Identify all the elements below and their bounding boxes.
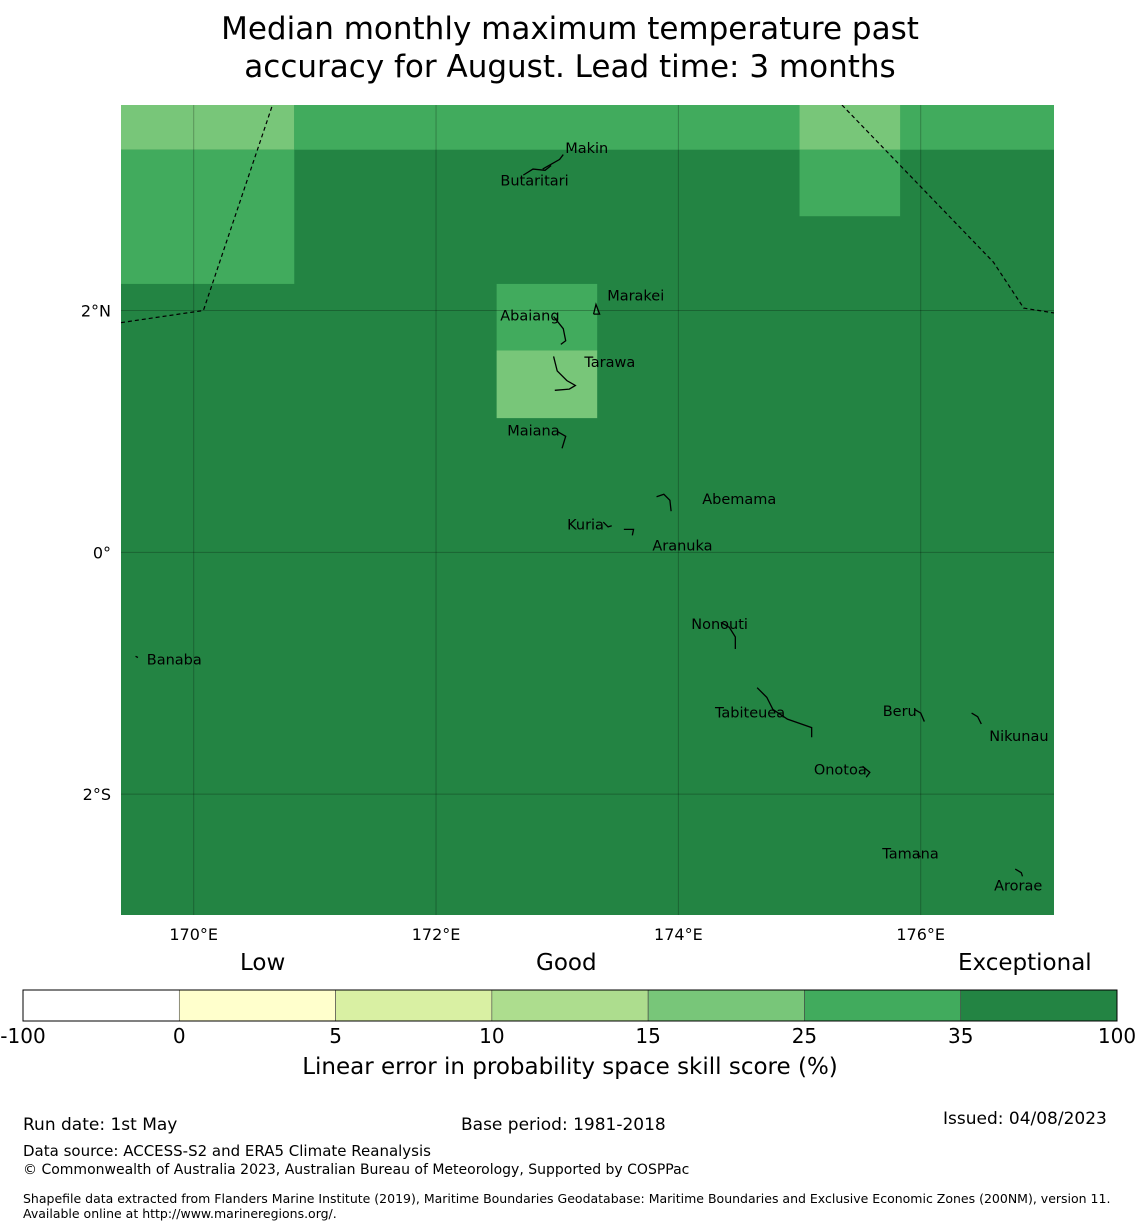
shapefile-credit: Shapefile data extracted from Flanders M… <box>23 1191 1111 1221</box>
island-label-makin: Makin <box>565 141 608 157</box>
run-date: Run date: 1st May <box>23 1115 178 1135</box>
island-label-tabiteuea: Tabiteuea <box>714 706 785 722</box>
colorbar-word-good: Good <box>536 950 597 976</box>
island-label-abemama: Abemama <box>702 492 776 508</box>
lon-tick-label: 172°E <box>412 925 461 944</box>
lon-tick-label: 170°E <box>169 925 218 944</box>
colorbar-tick-label: -100 <box>0 1024 46 1048</box>
island-kuria-outline <box>602 521 612 528</box>
colorbar-swatch <box>491 989 649 1022</box>
colorbar-frame <box>22 989 1118 1022</box>
data-source: Data source: ACCESS-S2 and ERA5 Climate … <box>23 1142 431 1160</box>
colorbar-word-exceptional: Exceptional <box>958 950 1092 976</box>
skill-cell <box>799 149 901 217</box>
island-banaba-outline <box>135 655 139 659</box>
island-label-banaba: Banaba <box>147 652 202 668</box>
colorbar-swatch <box>335 989 493 1022</box>
skill-cell <box>294 105 1054 150</box>
colorbar-tick-label: 0 <box>172 1024 186 1048</box>
island-tamana-outline <box>916 854 922 858</box>
island-aranuka-outline <box>623 528 635 536</box>
island-nikunau-outline <box>971 712 982 725</box>
island-label-nonouti: Nonouti <box>691 617 748 633</box>
colorbar-tick-label: 35 <box>947 1024 974 1048</box>
island-label-aranuka: Aranuka <box>652 539 712 555</box>
title-line-2: accuracy for August. Lead time: 3 months <box>244 49 896 85</box>
skill-cell <box>496 283 598 351</box>
map-title: Median monthly maximum temperature past … <box>0 10 1140 86</box>
colorbar-swatch <box>22 989 180 1022</box>
island-label-beru: Beru <box>883 704 917 720</box>
colorbar-tick-label: 15 <box>635 1024 661 1048</box>
island-label-tarawa: Tarawa <box>583 355 635 371</box>
colorbar-tick-label: 5 <box>329 1024 342 1048</box>
island-arorae-outline <box>1014 868 1024 877</box>
island-label-tamana: Tamana <box>881 847 938 863</box>
eez-boundary <box>841 105 1054 314</box>
island-tabiteuea-outline <box>756 687 813 738</box>
island-label-abaiang: Abaiang <box>500 309 559 325</box>
colorbar-word-low: Low <box>240 950 286 976</box>
island-tarawa-outline <box>552 356 577 391</box>
island-label-kuria: Kuria <box>567 518 604 534</box>
colorbar-tick-label: 25 <box>791 1024 818 1048</box>
island-label-marakei: Marakei <box>607 289 664 305</box>
lon-tick-label: 174°E <box>654 925 703 944</box>
colorbar-swatch <box>804 989 962 1022</box>
plot-area: Makin Butaritari Marakei Abaiang Tarawa Maian… <box>121 105 1054 915</box>
lat-tick-label: 0° <box>93 543 111 562</box>
island-abaiang-outline <box>553 316 567 345</box>
base-period: Base period: 1981-2018 <box>461 1115 666 1135</box>
skill-cell <box>496 350 598 419</box>
lon-tick-label: 176°E <box>896 925 945 944</box>
skill-cell <box>121 105 295 150</box>
colorbar-tick-label: 100 <box>1097 1024 1137 1048</box>
eez-boundary <box>121 105 274 324</box>
island-butaritari-outline <box>522 164 552 176</box>
island-onotoa-outline <box>862 765 871 778</box>
island-label-butaritari: Butaritari <box>500 173 568 189</box>
title-line-1: Median monthly maximum temperature past <box>221 11 919 47</box>
colorbar-label: Linear error in probability space skill … <box>302 1054 838 1080</box>
colorbar-swatch <box>960 989 1118 1022</box>
island-label-nikunau: Nikunau <box>989 729 1048 745</box>
colorbar-swatch <box>647 989 805 1022</box>
island-label-maiana: Maiana <box>507 423 559 439</box>
island-marakei-outline <box>592 302 601 315</box>
skill-cell <box>799 105 901 150</box>
colorbar-tick-label: 10 <box>479 1024 505 1048</box>
island-maiana-outline <box>556 430 567 449</box>
island-label-onotoa: Onotoa <box>814 762 867 778</box>
issued-date: Issued: 04/08/2023 <box>943 1109 1107 1129</box>
lat-tick-label: 2°N <box>81 302 111 321</box>
island-label-arorae: Arorae <box>994 879 1042 895</box>
island-abemama-outline <box>656 493 672 512</box>
skill-cell <box>121 149 295 284</box>
copyright: © Commonwealth of Australia 2023, Austra… <box>23 1162 690 1178</box>
island-nonouti-outline <box>720 621 736 650</box>
colorbar-swatch <box>178 989 336 1022</box>
island-beru-outline <box>914 708 925 722</box>
island-makin-outline <box>542 154 564 170</box>
lat-tick-label: 2°S <box>83 785 111 804</box>
